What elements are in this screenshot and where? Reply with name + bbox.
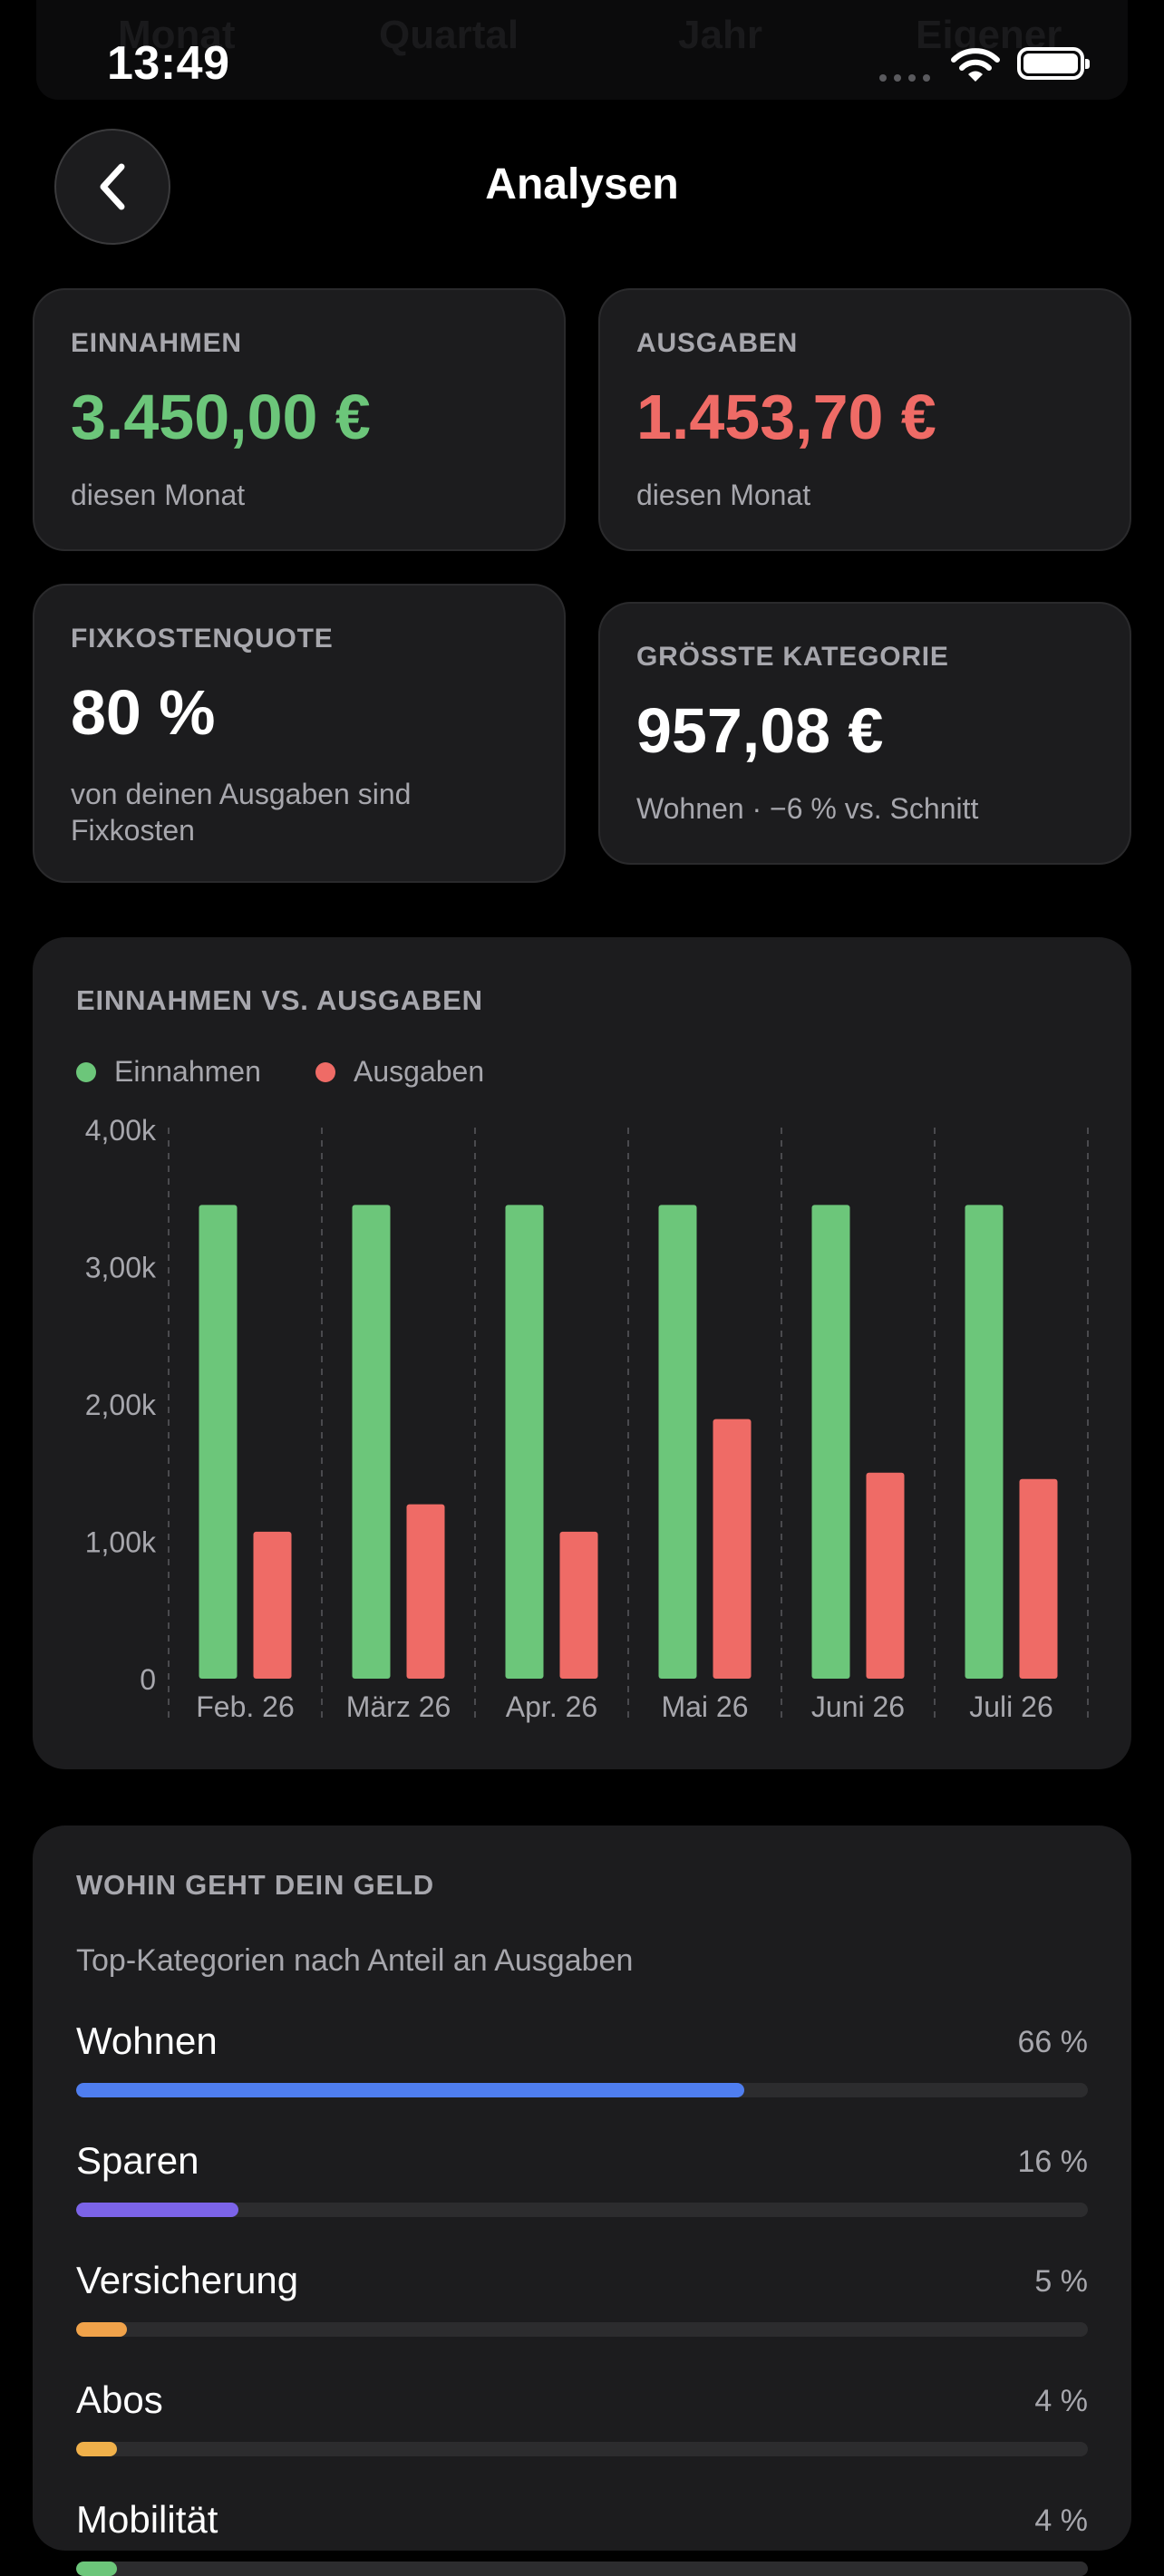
x-tick-label: Juli 26: [969, 1690, 1053, 1723]
categories-subtitle: Top-Kategorien nach Anteil an Ausgaben: [76, 1943, 634, 1978]
category-progress-track: [76, 2561, 1088, 2576]
income-label: EINNAHMEN: [71, 328, 242, 358]
x-tick-label: Juni 26: [811, 1690, 905, 1723]
category-progress-track: [76, 2322, 1088, 2337]
category-progress-fill: [76, 2322, 127, 2337]
background-period-tabs: Monat Quartal Jahr Eigener: [36, 0, 1128, 100]
income-vs-expenses-card: EINNAHMEN VS. AUSGABEN Einnahmen Ausgabe…: [33, 937, 1131, 1769]
expense-bar: [406, 1504, 445, 1679]
expense-bar: [559, 1531, 598, 1679]
category-percent: 4 %: [1034, 2503, 1088, 2538]
income-bar: [658, 1205, 697, 1679]
income-bar: [505, 1205, 544, 1679]
income-bar: [199, 1205, 238, 1679]
fixed-cost-ratio-card: FIXKOSTENQUOTE 80 % von deinen Ausgaben …: [33, 584, 566, 883]
x-tick-label: Mai 26: [661, 1690, 748, 1723]
category-progress-fill: [76, 2442, 117, 2456]
income-card: EINNAHMEN 3.450,00 € diesen Monat: [33, 288, 566, 551]
expenses-value: 1.453,70 €: [636, 382, 936, 452]
income-bar: [965, 1205, 1004, 1679]
x-tick-label: Feb. 26: [196, 1690, 295, 1723]
background-tab: Monat: [118, 13, 236, 57]
fixed-ratio-value: 80 %: [71, 677, 216, 748]
largest-category-card: GRÖSSTE KATEGORIE 957,08 € Wohnen · −6 %…: [598, 602, 1131, 865]
category-name: Abos: [76, 2378, 163, 2421]
y-tick-label: 4,00k: [85, 1114, 157, 1147]
chevron-left-icon: [100, 163, 125, 210]
chart-title: EINNAHMEN VS. AUSGABEN: [76, 984, 483, 1016]
fixed-ratio-label: FIXKOSTENQUOTE: [71, 624, 334, 654]
income-expenses-bar-chart: 0 1,00k 2,00k 3,00k 4,00k Feb. 26 März 26 Apr. …: [85, 1114, 1089, 1723]
expenses-card: AUSGABEN 1.453,70 € diesen Monat: [598, 288, 1131, 551]
category-percent: 16 %: [1017, 2145, 1089, 2179]
wifi-icon: [951, 48, 1000, 82]
expenses-label: AUSGABEN: [636, 328, 799, 358]
expense-bar: [253, 1531, 292, 1679]
income-bar: [352, 1205, 391, 1679]
largest-category-sub: Wohnen · −6 % vs. Schnitt: [636, 792, 979, 825]
category-percent: 66 %: [1017, 2025, 1089, 2059]
income-bar: [811, 1205, 850, 1679]
category-progress-track: [76, 2203, 1088, 2217]
expense-bar: [713, 1419, 752, 1679]
largest-category-value: 957,08 €: [636, 695, 884, 766]
expense-bar: [1019, 1478, 1058, 1679]
category-progress-fill: [76, 2561, 117, 2576]
legend-label-income: Einnahmen: [114, 1055, 261, 1088]
spending-categories-card: WOHIN GEHT DEIN GELD Top-Kategorien nach…: [33, 1825, 1131, 2576]
largest-category-label: GRÖSSTE KATEGORIE: [636, 642, 949, 672]
fixed-ratio-sub: von deinen Ausgaben sind Fixkosten: [71, 778, 412, 847]
income-value: 3.450,00 €: [71, 382, 371, 452]
y-tick-label: 1,00k: [85, 1526, 157, 1559]
legend-dot-expenses: [315, 1062, 335, 1082]
battery-icon: [1017, 47, 1090, 80]
x-tick-label: März 26: [346, 1690, 451, 1723]
category-name: Wohnen: [76, 2019, 218, 2062]
category-progress-track: [76, 2083, 1088, 2097]
expense-bar: [866, 1472, 905, 1679]
page-title: Analysen: [485, 160, 679, 208]
y-tick-label: 2,00k: [85, 1389, 157, 1421]
category-name: Mobilität: [76, 2498, 218, 2541]
category-progress-track: [76, 2442, 1088, 2456]
categories-title: WOHIN GEHT DEIN GELD: [76, 1869, 434, 1901]
y-tick-label: 0: [140, 1663, 156, 1696]
legend-dot-income: [76, 1062, 96, 1082]
category-progress-fill: [76, 2203, 238, 2217]
income-sub: diesen Monat: [71, 479, 246, 511]
x-tick-label: Apr. 26: [506, 1690, 597, 1723]
status-time: 13:49: [107, 37, 230, 90]
legend-label-expenses: Ausgaben: [354, 1055, 485, 1088]
y-tick-label: 3,00k: [85, 1252, 157, 1284]
cellular-signal-icon: [879, 74, 934, 82]
background-tab: Quartal: [379, 13, 519, 57]
category-percent: 4 %: [1034, 2384, 1088, 2418]
background-tab: Jahr: [678, 13, 762, 57]
back-button[interactable]: [54, 129, 170, 245]
expenses-sub: diesen Monat: [636, 479, 811, 511]
category-progress-fill: [76, 2083, 744, 2097]
category-name: Versicherung: [76, 2259, 299, 2301]
category-name: Sparen: [76, 2139, 199, 2182]
category-percent: 5 %: [1034, 2264, 1088, 2299]
